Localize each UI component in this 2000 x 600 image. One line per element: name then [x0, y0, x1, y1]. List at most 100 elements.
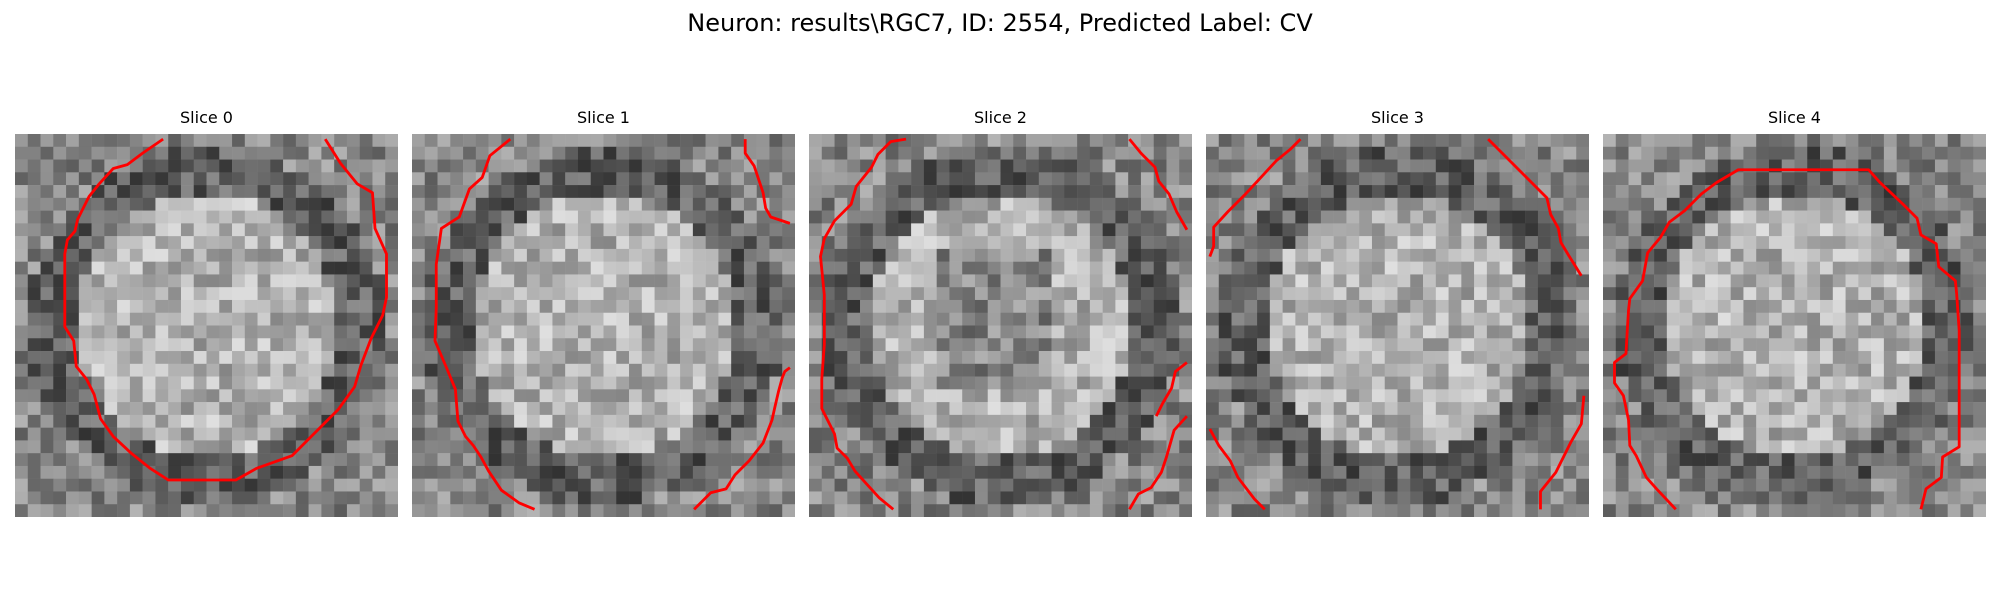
image-pixel — [1858, 453, 1872, 467]
image-pixel — [847, 325, 861, 339]
image-pixel — [834, 159, 848, 173]
image-pixel — [232, 389, 246, 403]
image-pixel — [1461, 491, 1475, 505]
image-pixel — [1705, 491, 1719, 505]
image-pixel — [1448, 299, 1462, 313]
image-pixel — [1781, 440, 1795, 454]
image-pixel — [1603, 261, 1617, 275]
image-pixel — [1781, 172, 1795, 186]
image-pixel — [936, 134, 950, 148]
image-pixel — [308, 478, 322, 492]
image-pixel — [1128, 299, 1142, 313]
image-pixel — [1308, 389, 1322, 403]
image-pixel — [1346, 440, 1360, 454]
image-pixel — [987, 197, 1001, 211]
image-pixel — [949, 185, 963, 199]
image-pixel — [1346, 312, 1360, 326]
image-pixel — [1346, 351, 1360, 365]
image-pixel — [1320, 146, 1334, 160]
image-pixel — [308, 465, 322, 479]
image-pixel — [1909, 146, 1923, 160]
image-pixel — [1051, 363, 1065, 377]
image-pixel — [1743, 491, 1757, 505]
image-pixel — [809, 312, 823, 326]
image-pixel — [911, 185, 925, 199]
image-pixel — [949, 402, 963, 416]
image-pixel — [1308, 338, 1322, 352]
image-pixel — [219, 504, 233, 517]
image-pixel — [974, 491, 988, 505]
image-pixel — [1960, 427, 1974, 441]
image-pixel — [257, 440, 271, 454]
image-pixel — [1371, 248, 1385, 262]
image-pixel — [731, 223, 745, 237]
image-pixel — [1845, 453, 1859, 467]
image-pixel — [1768, 376, 1782, 390]
image-pixel — [526, 223, 540, 237]
image-pixel — [743, 134, 757, 148]
image-pixel — [1128, 363, 1142, 377]
image-pixel — [552, 236, 566, 250]
image-pixel — [809, 351, 823, 365]
image-pixel — [1308, 185, 1322, 199]
image-pixel — [450, 478, 464, 492]
image-pixel — [270, 159, 284, 173]
image-pixel — [1346, 159, 1360, 173]
image-pixel — [346, 210, 360, 224]
image-pixel — [1308, 134, 1322, 148]
image-pixel — [1026, 146, 1040, 160]
image-pixel — [295, 236, 309, 250]
image-pixel — [1166, 146, 1180, 160]
image-pixel — [1244, 491, 1258, 505]
image-pixel — [872, 312, 886, 326]
image-pixel — [1807, 134, 1821, 148]
image-pixel — [1499, 248, 1513, 262]
image-pixel — [1909, 478, 1923, 492]
image-pixel — [769, 185, 783, 199]
image-pixel — [847, 376, 861, 390]
image-pixel — [488, 389, 502, 403]
image-pixel — [1512, 159, 1526, 173]
image-pixel — [1410, 363, 1424, 377]
image-pixel — [514, 248, 528, 262]
image-pixel — [1525, 465, 1539, 479]
image-pixel — [321, 453, 335, 467]
image-pixel — [53, 491, 67, 505]
image-pixel — [283, 376, 297, 390]
image-pixel — [1026, 185, 1040, 199]
image-pixel — [603, 478, 617, 492]
image-pixel — [1909, 134, 1923, 148]
image-pixel — [539, 478, 553, 492]
image-pixel — [412, 325, 426, 339]
boundary-contour — [1208, 428, 1266, 511]
image-pixel — [1346, 274, 1360, 288]
image-pixel — [412, 504, 426, 517]
image-pixel — [1743, 440, 1757, 454]
image-pixel — [1922, 159, 1936, 173]
image-pixel — [232, 185, 246, 199]
image-pixel — [1474, 338, 1488, 352]
image-pixel — [1371, 414, 1385, 428]
image-pixel — [104, 134, 118, 148]
image-pixel — [1051, 338, 1065, 352]
image-pixel — [270, 185, 284, 199]
image-pixel — [206, 159, 220, 173]
image-pixel — [718, 299, 732, 313]
image-pixel — [1576, 478, 1589, 492]
image-pixel — [911, 236, 925, 250]
image-pixel — [821, 363, 835, 377]
image-pixel — [1064, 134, 1078, 148]
image-pixel — [1371, 299, 1385, 313]
slice-panel-2: Slice 2 — [809, 108, 1192, 517]
image-pixel — [53, 312, 67, 326]
image-pixel — [654, 351, 668, 365]
image-pixel — [654, 299, 668, 313]
image-pixel — [1461, 389, 1475, 403]
image-pixel — [616, 312, 630, 326]
image-pixel — [78, 414, 92, 428]
image-pixel — [475, 478, 489, 492]
image-pixel — [1563, 185, 1577, 199]
image-pixel — [1000, 287, 1014, 301]
image-pixel — [718, 274, 732, 288]
image-pixel — [1244, 389, 1258, 403]
